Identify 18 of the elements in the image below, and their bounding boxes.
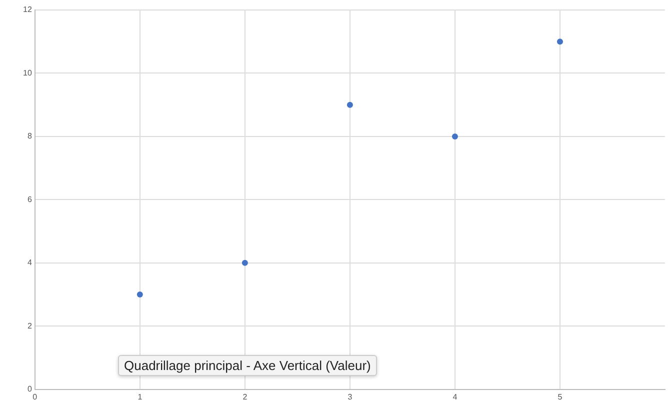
y-tick-label: 2 (27, 321, 32, 330)
y-tick-label: 0 (27, 384, 32, 394)
point (556, 38, 563, 45)
y-tick-label: 8 (27, 132, 32, 141)
y-tick-label: 10 (22, 68, 32, 78)
point (452, 133, 458, 140)
x-tick-label: 5 (558, 392, 563, 402)
point (346, 102, 353, 108)
y-tick-label: 12 (22, 5, 32, 14)
x-tick-label: 4 (452, 392, 458, 402)
annotation: Quadrillage principal - Axe Vertical (Valeur) (118, 355, 377, 376)
x-tick-label: 1 (138, 392, 143, 402)
point (242, 260, 248, 266)
x-tick-label: 2 (242, 392, 248, 402)
point (136, 292, 143, 298)
x-tick-label: 3 (348, 392, 353, 402)
y-tick-label: 4 (27, 258, 32, 268)
y-tick-label: 6 (27, 194, 32, 204)
